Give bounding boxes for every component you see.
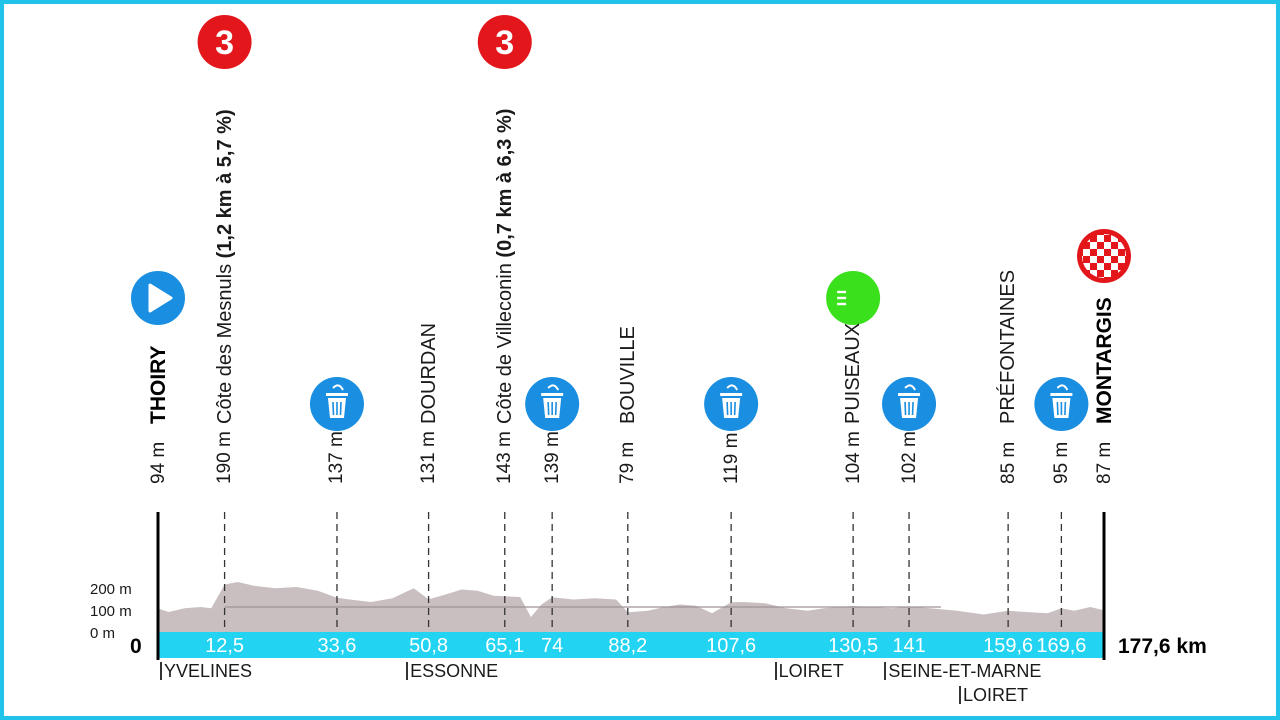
km-tick-label: 33,6	[317, 635, 357, 657]
y-tick-label: 100 m	[90, 603, 132, 620]
climb-name: Côte des Mesnuls	[213, 263, 236, 424]
poi-altitude: 79 m	[617, 441, 639, 484]
poi-altitude: 94 m	[147, 441, 169, 484]
department-label: SEINE-ET-MARNE	[884, 662, 1041, 680]
km-tick-label: 50,8	[409, 635, 449, 657]
kom-category-label: 3	[495, 24, 514, 62]
finish-icon	[1077, 229, 1131, 283]
poi-altitude: 143 m	[494, 431, 516, 484]
poi-altitude: 102 m	[898, 431, 920, 484]
poi-altitude: 85 m	[997, 441, 1019, 484]
y-tick-label: 200 m	[90, 581, 132, 598]
poi-place-name: DOURDAN	[417, 322, 440, 424]
poi-altitude: 119 m	[720, 432, 742, 484]
km-tick-label: 12,5	[205, 635, 245, 657]
sprint-icon	[826, 271, 881, 325]
y-tick-label: 0 m	[90, 625, 116, 642]
poi-place-name: PRÉFONTAINES	[997, 269, 1020, 424]
poi-altitude: 95 m	[1050, 441, 1072, 484]
km-tick-label: 88,2	[608, 635, 648, 657]
total-distance-label: 177,6 km	[1118, 635, 1207, 658]
distance-bar	[158, 632, 1104, 658]
poi-place-name: BOUVILLE	[616, 326, 639, 424]
department-label: LOIRET	[774, 662, 844, 680]
poi-altitude: 190 m	[214, 431, 236, 484]
poi-place-name: MONTARGIS	[1092, 297, 1116, 424]
start-distance-label: 0	[130, 635, 142, 658]
poi-altitude: 137 m	[326, 431, 348, 484]
poi-altitude: 87 m	[1093, 441, 1115, 484]
poi-place-name: THOIRY	[146, 345, 170, 424]
climb-label: Côte des Mesnuls (1,2 km à 5,7 %)	[213, 109, 236, 424]
bin-icon	[525, 377, 580, 431]
km-tick-label: 74	[541, 635, 564, 657]
km-tick-label: 169,6	[1036, 635, 1087, 657]
km-tick-label: 130,5	[828, 635, 879, 657]
km-tick-label: 159,6	[983, 635, 1034, 657]
poi-place-name: PUISEAUX	[842, 322, 865, 424]
start-icon	[131, 271, 185, 325]
kom-cat3-icon: 3	[197, 15, 252, 69]
department-label: ESSONNE	[406, 662, 498, 680]
kom-cat3-icon: 3	[477, 15, 532, 69]
km-tick-label: 65,1	[485, 635, 525, 657]
department-label: LOIRET	[958, 686, 1028, 704]
bin-icon	[309, 377, 364, 431]
poi-altitude: 139 m	[541, 431, 563, 484]
poi-altitude: 104 m	[842, 431, 864, 484]
department-label: YVELINES	[160, 662, 252, 680]
climb-detail: (1,2 km à 5,7 %)	[213, 109, 236, 259]
poi-altitude: 131 m	[418, 431, 440, 484]
kom-category-label: 3	[215, 24, 234, 62]
climb-detail: (0,7 km à 6,3 %)	[493, 108, 516, 258]
bin-icon	[882, 377, 937, 431]
elevation-area	[158, 582, 1104, 632]
bin-icon	[1034, 377, 1089, 431]
climb-label: Côte de Villeconin (0,7 km à 6,3 %)	[493, 108, 516, 424]
bin-icon	[704, 377, 759, 431]
km-tick-label: 107,6	[706, 635, 757, 657]
climb-name: Côte de Villeconin	[493, 263, 516, 424]
km-tick-label: 141	[892, 635, 926, 657]
